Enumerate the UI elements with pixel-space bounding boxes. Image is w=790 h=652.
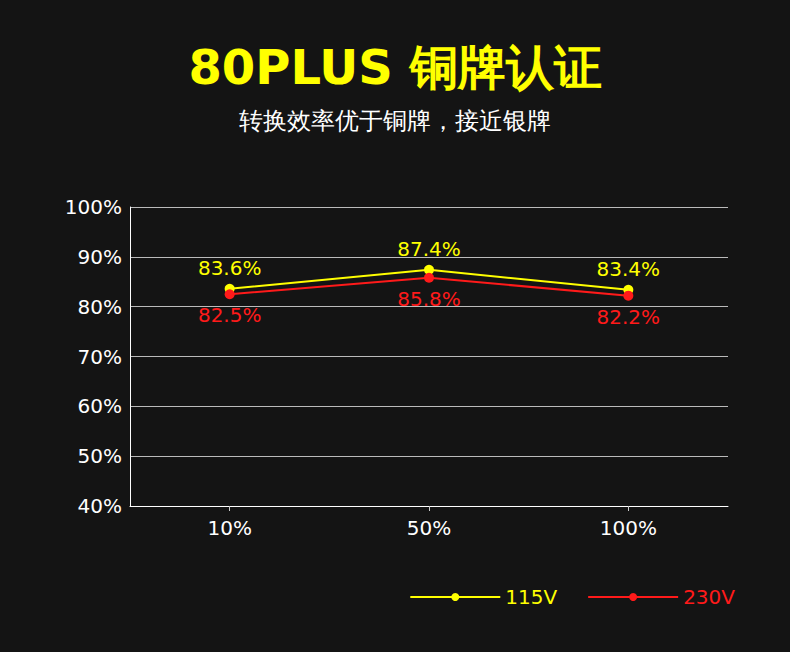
svg-text:85.8%: 85.8% <box>397 287 461 311</box>
svg-text:40%: 40% <box>78 494 122 518</box>
svg-text:82.5%: 82.5% <box>198 303 262 327</box>
svg-text:115V: 115V <box>505 585 557 609</box>
svg-text:87.4%: 87.4% <box>397 237 461 261</box>
svg-text:100%: 100% <box>65 195 122 219</box>
svg-text:60%: 60% <box>78 394 122 418</box>
svg-text:83.6%: 83.6% <box>198 256 262 280</box>
svg-text:82.2%: 82.2% <box>597 305 661 329</box>
svg-text:50%: 50% <box>407 516 451 540</box>
svg-text:230V: 230V <box>683 585 735 609</box>
svg-text:10%: 10% <box>207 516 251 540</box>
svg-text:转换效率优于铜牌，接近银牌: 转换效率优于铜牌，接近银牌 <box>239 107 551 135</box>
svg-text:80%: 80% <box>78 295 122 319</box>
svg-text:83.4%: 83.4% <box>597 257 661 281</box>
svg-text:80PLUS 铜牌认证: 80PLUS 铜牌认证 <box>188 39 601 95</box>
svg-text:50%: 50% <box>78 444 122 468</box>
svg-text:70%: 70% <box>78 345 122 369</box>
svg-text:90%: 90% <box>78 245 122 269</box>
svg-text:100%: 100% <box>600 516 657 540</box>
